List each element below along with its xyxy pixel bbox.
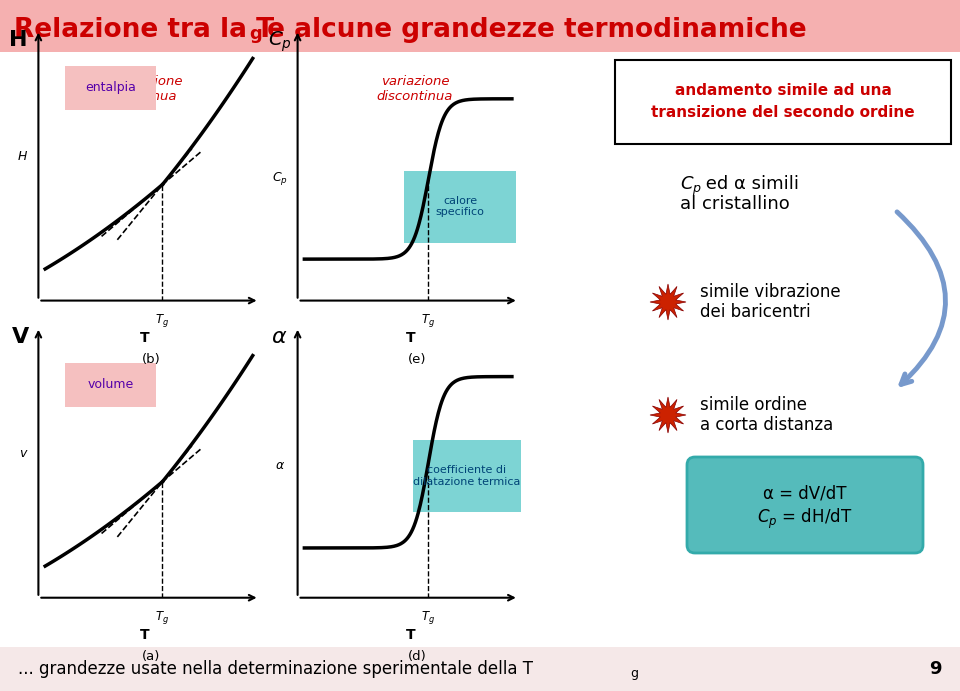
Text: H: H [18, 151, 27, 163]
Text: variazione
continua: variazione continua [113, 75, 182, 103]
Text: coefficiente di
dilatazione termica: coefficiente di dilatazione termica [413, 465, 520, 487]
Text: $C_p$: $C_p$ [680, 175, 702, 198]
Text: calore
specifico: calore specifico [436, 196, 485, 218]
Text: $T_g$: $T_g$ [156, 609, 170, 626]
FancyBboxPatch shape [403, 171, 516, 243]
Text: (b): (b) [142, 353, 160, 366]
Text: $C_p$: $C_p$ [268, 30, 292, 54]
Text: $C_p$: $C_p$ [272, 171, 287, 187]
Text: Relazione tra la T: Relazione tra la T [14, 17, 275, 43]
FancyBboxPatch shape [615, 60, 951, 144]
Text: 9: 9 [929, 660, 942, 678]
Text: g: g [249, 25, 262, 43]
Text: H: H [9, 30, 27, 50]
Text: $\alpha$: $\alpha$ [275, 459, 284, 471]
Text: variazione
discontinua: variazione discontinua [377, 75, 453, 103]
Text: T: T [405, 628, 416, 642]
Text: simile ordine
a corta distanza: simile ordine a corta distanza [700, 396, 833, 435]
Text: volume: volume [87, 379, 133, 391]
Text: (e): (e) [408, 353, 426, 366]
FancyBboxPatch shape [65, 66, 156, 110]
Text: v: v [19, 448, 26, 460]
Text: T: T [139, 628, 149, 642]
FancyBboxPatch shape [413, 440, 521, 512]
Text: T: T [405, 331, 416, 345]
Text: $\alpha$: $\alpha$ [272, 327, 288, 347]
FancyBboxPatch shape [0, 647, 960, 691]
Text: ... grandezze usate nella determinazione sperimentale della T: ... grandezze usate nella determinazione… [18, 660, 533, 678]
Text: $C_p$ = dH/dT: $C_p$ = dH/dT [757, 507, 852, 531]
FancyBboxPatch shape [687, 457, 923, 553]
Text: ed α simili: ed α simili [700, 175, 799, 193]
Polygon shape [650, 284, 686, 320]
Text: T: T [139, 331, 149, 345]
Text: entalpia: entalpia [85, 82, 136, 94]
Polygon shape [650, 397, 686, 433]
Text: α = dV/dT: α = dV/dT [763, 484, 847, 502]
FancyArrowPatch shape [897, 212, 946, 384]
Text: transizione del secondo ordine: transizione del secondo ordine [651, 104, 915, 120]
Text: e alcune grandezze termodinamiche: e alcune grandezze termodinamiche [258, 17, 806, 43]
FancyBboxPatch shape [65, 363, 156, 407]
Text: $T_g$: $T_g$ [421, 312, 436, 329]
Text: simile vibrazione
dei baricentri: simile vibrazione dei baricentri [700, 283, 841, 321]
Text: $T_g$: $T_g$ [421, 609, 436, 626]
Text: (a): (a) [142, 650, 160, 663]
Text: V: V [12, 327, 29, 347]
Text: g: g [630, 667, 638, 679]
Text: $T_g$: $T_g$ [156, 312, 170, 329]
Text: al cristallino: al cristallino [680, 195, 790, 213]
Text: andamento simile ad una: andamento simile ad una [675, 82, 892, 97]
Text: (d): (d) [408, 650, 426, 663]
FancyBboxPatch shape [0, 0, 960, 52]
